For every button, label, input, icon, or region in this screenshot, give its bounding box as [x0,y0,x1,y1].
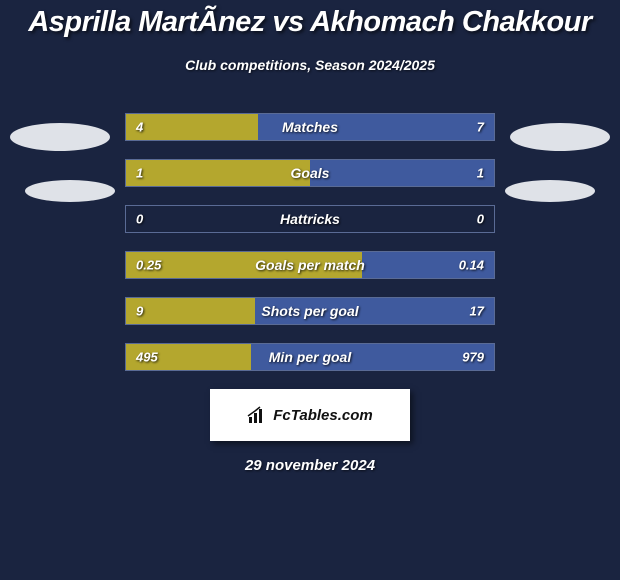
stat-value-right: 979 [462,350,484,365]
stat-row: Hattricks 0 0 [125,205,495,233]
stat-bar-left [126,298,255,324]
stat-bar-left [126,160,310,186]
chart-icon [247,405,267,425]
stat-value-right: 7 [477,120,484,135]
stat-value-right: 1 [477,166,484,181]
page-title: Asprilla MartÃ­nez vs Akhomach Chakkour [0,0,620,39]
date-label: 29 november 2024 [0,457,620,474]
stat-label: Shots per goal [261,303,358,319]
stat-value-left: 495 [136,350,158,365]
player-right-icon-1 [510,123,610,151]
stat-value-left: 9 [136,304,143,319]
stat-value-left: 4 [136,120,143,135]
stats-container: Matches 4 7 Goals 1 1 Hattricks 0 0 Goals per mat… [0,113,620,371]
stat-value-left: 0 [136,212,143,227]
stat-value-left: 1 [136,166,143,181]
banner-text: FcTables.com [273,407,372,424]
player-right-icon-2 [505,180,595,202]
stat-row: Matches 4 7 [125,113,495,141]
player-left-icon-1 [10,123,110,151]
stat-value-left: 0.25 [136,258,161,273]
stat-label: Matches [282,119,338,135]
stat-label: Hattricks [280,211,340,227]
stat-label: Min per goal [269,349,351,365]
stat-bar-right [310,160,494,186]
fctables-banner[interactable]: FcTables.com [210,389,410,441]
stat-value-right: 0 [477,212,484,227]
stat-row: Goals per match 0.25 0.14 [125,251,495,279]
stat-row: Min per goal 495 979 [125,343,495,371]
stat-bar-left [126,114,258,140]
stat-row: Goals 1 1 [125,159,495,187]
player-left-icon-2 [25,180,115,202]
stat-value-right: 17 [470,304,484,319]
stat-label: Goals per match [255,257,365,273]
stat-value-right: 0.14 [459,258,484,273]
subtitle: Club competitions, Season 2024/2025 [0,57,620,73]
stat-label: Goals [291,165,330,181]
stat-row: Shots per goal 9 17 [125,297,495,325]
